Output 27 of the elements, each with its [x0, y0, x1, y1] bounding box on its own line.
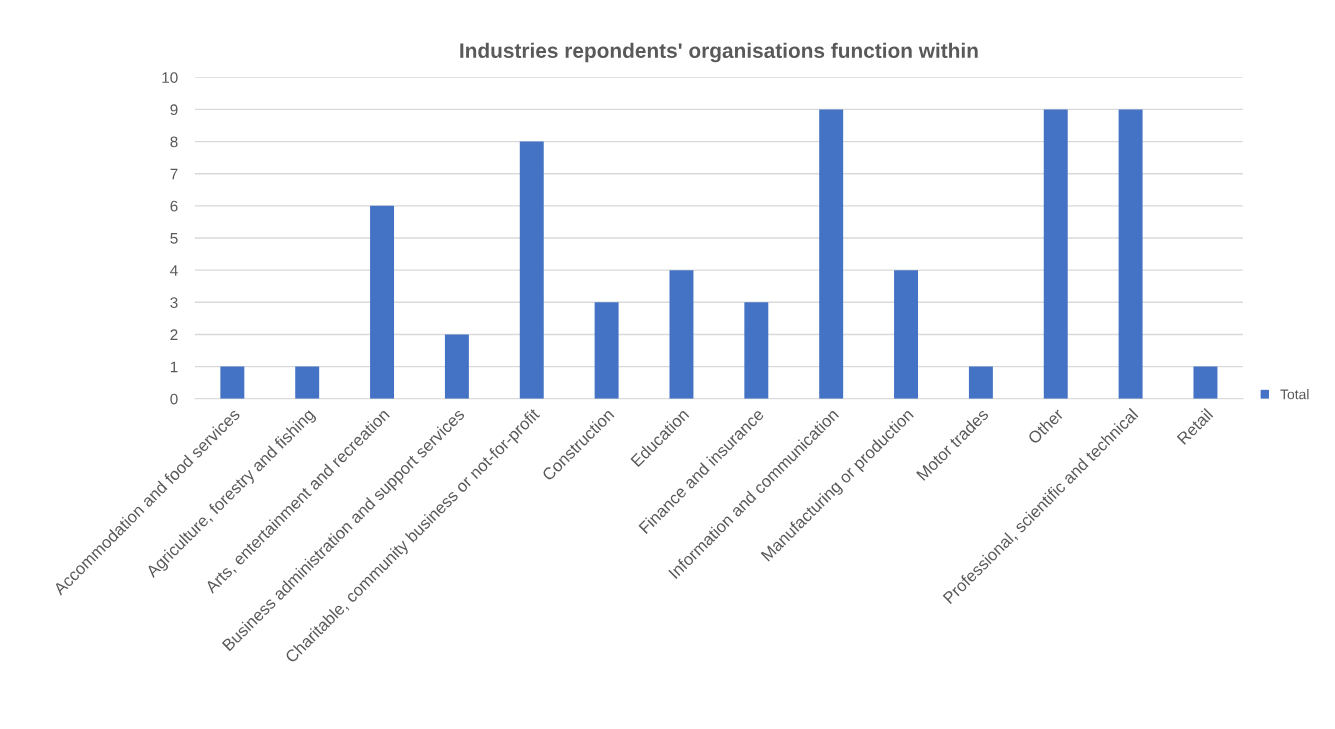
bar — [894, 270, 919, 399]
y-tick-label: 2 — [170, 329, 178, 340]
bar — [594, 302, 619, 399]
y-tick-label: 8 — [170, 136, 178, 148]
bar — [220, 366, 245, 399]
bar — [1193, 366, 1218, 399]
bar — [968, 366, 993, 399]
bar — [744, 302, 769, 399]
y-tick-label: 7 — [170, 168, 178, 180]
y-tick-label: 4 — [170, 265, 178, 276]
bar — [295, 366, 320, 399]
bar — [819, 109, 844, 399]
legend-label: Total — [1280, 389, 1309, 400]
bar — [444, 334, 469, 399]
y-tick-label: 3 — [170, 297, 178, 308]
y-tick-label: 9 — [170, 104, 178, 116]
y-tick-label: 10 — [162, 72, 178, 83]
bar — [370, 205, 395, 399]
bar — [1118, 109, 1143, 399]
bar — [519, 141, 544, 399]
chart-title: Industries repondents' organisations function within — [460, 42, 978, 63]
y-tick-label: 5 — [170, 233, 178, 244]
bar — [669, 270, 694, 399]
bar — [1043, 109, 1068, 399]
y-tick-label: 1 — [170, 361, 178, 373]
y-tick-label: 6 — [170, 200, 178, 212]
y-tick-label: 0 — [170, 393, 178, 405]
